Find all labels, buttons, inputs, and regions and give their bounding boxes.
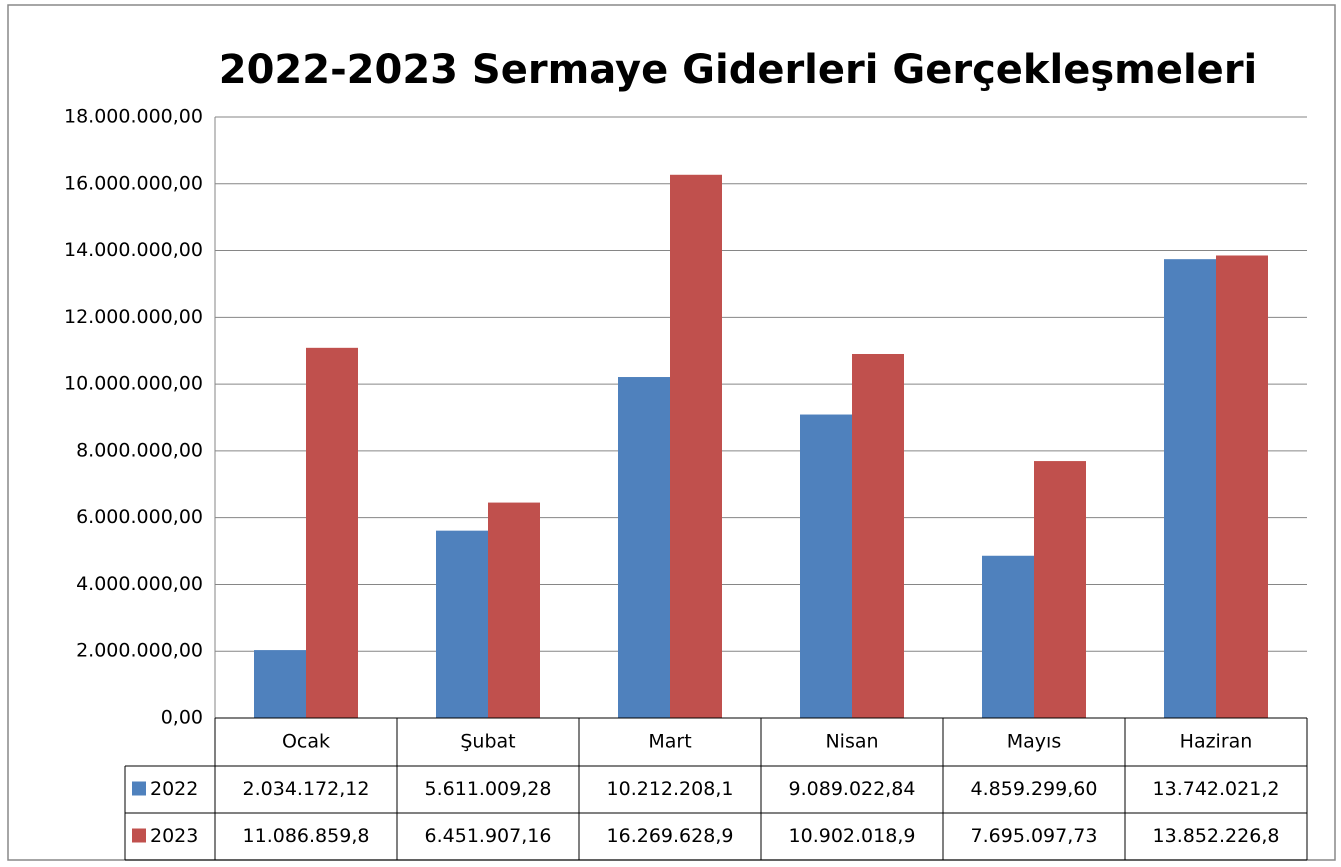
y-tick-label: 2.000.000,00 [76, 640, 203, 662]
table-cell: 11.086.859,8 [243, 825, 370, 847]
y-tick-label: 12.000.000,00 [64, 306, 203, 328]
bar [618, 377, 670, 718]
table-cell: 10.902.018,9 [789, 825, 916, 847]
bar [800, 414, 852, 718]
x-tick-label: Nisan [825, 731, 878, 753]
table-cell: 13.852.226,8 [1153, 825, 1280, 847]
table-cell: 4.859.299,60 [971, 778, 1098, 800]
chart-title: 2022-2023 Sermaye Giderleri Gerçekleşmel… [219, 47, 1258, 93]
table-cell: 10.212.208,1 [607, 778, 734, 800]
legend-key [132, 828, 146, 843]
x-tick-label: Mart [648, 731, 691, 753]
legend-label: 2022 [150, 778, 198, 800]
table-cell: 5.611.009,28 [425, 778, 552, 800]
table-cell: 6.451.907,16 [425, 825, 552, 847]
bar [436, 530, 488, 718]
bar [982, 555, 1034, 718]
bar [488, 502, 540, 718]
y-tick-label: 4.000.000,00 [76, 573, 203, 595]
bar [852, 353, 904, 718]
y-tick-label: 16.000.000,00 [64, 172, 203, 194]
bar [1164, 259, 1216, 718]
y-tick-label: 14.000.000,00 [64, 239, 203, 261]
bar [1216, 255, 1268, 718]
y-tick-label: 18.000.000,00 [64, 106, 203, 128]
bar [306, 347, 358, 718]
legend-label: 2023 [150, 825, 198, 847]
table-cell: 16.269.628,9 [607, 825, 734, 847]
table-cell: 9.089.022,84 [789, 778, 916, 800]
y-tick-label: 8.000.000,00 [76, 439, 203, 461]
table-cell: 13.742.021,2 [1153, 778, 1280, 800]
x-tick-label: Haziran [1180, 731, 1253, 753]
y-tick-label: 0,00 [161, 707, 203, 729]
bar [254, 650, 306, 718]
table-cell: 2.034.172,12 [243, 778, 370, 800]
y-tick-label: 6.000.000,00 [76, 506, 203, 528]
bar [1034, 461, 1086, 718]
legend-key [132, 781, 146, 796]
x-tick-label: Şubat [460, 731, 515, 753]
x-tick-label: Mayıs [1007, 731, 1061, 753]
table-cell: 7.695.097,73 [971, 825, 1098, 847]
x-tick-label: Ocak [282, 731, 330, 753]
bar [670, 174, 722, 719]
y-tick-label: 10.000.000,00 [64, 373, 203, 395]
